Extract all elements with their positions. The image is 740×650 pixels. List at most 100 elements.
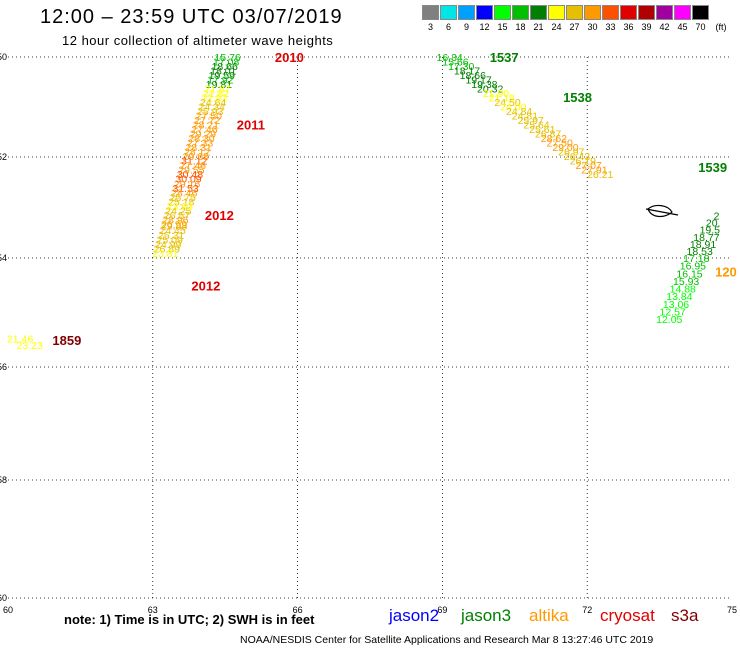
wave-height-value: 27.50	[547, 138, 573, 150]
wave-height-value: 24.45	[159, 225, 185, 237]
wave-height-value: 17.08	[213, 57, 239, 69]
wave-height-value: 25.09	[157, 234, 183, 246]
wave-height-value: 29.29	[190, 129, 216, 141]
wave-height-value: 30.48	[177, 169, 203, 181]
track-pass-2010: 15.7617.0818.6618.0119.5917.9219.8121.87…	[152, 52, 241, 260]
y-tick-label: -52	[0, 152, 7, 162]
track-pass-label: 2012	[205, 208, 234, 223]
legend-swatch	[584, 5, 601, 20]
wave-height-value: 24.81	[512, 111, 538, 123]
legend-label: 3	[427, 22, 433, 32]
grid-lines	[8, 56, 732, 599]
y-tick-label: -50	[0, 52, 7, 62]
wave-height-value: 20.	[706, 218, 721, 230]
wave-height-value: 25.31	[158, 230, 184, 242]
x-tick-label: 60	[3, 605, 13, 615]
legend-label: 18	[515, 22, 526, 32]
wave-height-value: 26.87	[535, 129, 561, 141]
legend-label: 45	[677, 22, 688, 32]
y-tick-label: -54	[0, 253, 7, 263]
wave-height-value: 24.64	[200, 97, 226, 109]
wave-height-value: 24.84	[506, 106, 532, 118]
legend-swatch	[692, 5, 709, 20]
track-pass-east: 220.19.518.7718.9118.5317.1816.9516.1515…	[656, 211, 720, 326]
satellite-label-cryosat: cryosat	[600, 606, 655, 625]
wave-height-value: 20.32	[477, 84, 503, 96]
wave-height-value: 16.15	[676, 268, 702, 280]
wave-height-value: 27.72	[194, 115, 220, 127]
wave-height-value: 15.93	[673, 276, 699, 288]
legend-unit: (ft)	[715, 22, 727, 32]
wave-height-value: 18.77	[693, 232, 719, 244]
legend-swatch	[674, 5, 691, 20]
wave-height-value: 21.46	[7, 334, 33, 346]
wave-height-value: 16.95	[680, 261, 706, 273]
legend-swatch	[476, 5, 493, 20]
legend-label: 24	[551, 22, 562, 32]
legend-swatch	[656, 5, 673, 20]
wave-height-value: 25.64	[523, 120, 549, 132]
wave-height-value: 21.82	[203, 88, 229, 100]
legend-label: 15	[497, 22, 508, 32]
legend-label: 6	[445, 22, 451, 32]
legend-swatch	[530, 5, 547, 20]
legend-swatch	[440, 5, 457, 20]
legend-swatch	[602, 5, 619, 20]
wave-height-value: 27.07	[576, 160, 602, 172]
wave-height-value: 22.82	[201, 93, 227, 105]
wave-height-value: 28.46	[171, 187, 197, 199]
legend-label: 70	[695, 22, 706, 32]
legend-swatch	[422, 5, 439, 20]
legend-swatch	[620, 5, 637, 20]
wave-height-value: 30.09	[175, 174, 201, 186]
wave-height-value: 29.88	[161, 221, 187, 233]
wave-height-value: 17.30	[448, 61, 474, 73]
wave-height-value: 23.23	[17, 340, 43, 352]
wave-height-value: 21.87	[204, 84, 230, 96]
wave-height-value: 29.55	[178, 165, 204, 177]
track-pass-label: 2010	[275, 50, 304, 65]
wave-height-value: 31.12	[181, 156, 207, 168]
y-tick-label: -58	[0, 475, 7, 485]
wave-height-value: 27.46	[191, 124, 217, 136]
track-pass-label: 1539	[698, 160, 727, 175]
wave-height-value: 15.66	[442, 57, 468, 69]
wave-height-value: 28.96	[162, 215, 188, 227]
wave-height-value: 18.01	[210, 66, 236, 78]
wave-height-value: 17.92	[207, 75, 233, 87]
wave-height-value: 19.38	[471, 79, 497, 91]
wave-height-value: 24.34	[199, 102, 225, 114]
wave-height-value: 23.81	[152, 248, 178, 260]
wave-height-value: 23.93	[167, 201, 193, 213]
wave-height-value: 27.50	[196, 111, 222, 123]
legend-label: 36	[623, 22, 634, 32]
satellite-label-jason3: jason3	[461, 606, 512, 625]
wave-height-value: 28.30	[188, 133, 214, 145]
satellite-label-altika: altika	[529, 606, 569, 625]
legend-swatch	[458, 5, 475, 20]
legend-swatch	[494, 5, 511, 20]
satellite-label-s3a: s3a	[671, 606, 699, 625]
legend-label: 33	[605, 22, 616, 32]
wave-height-value: 28.62	[541, 133, 567, 145]
x-tick-label: 75	[727, 605, 737, 615]
wave-height-value: 26.21	[587, 169, 613, 181]
wave-height-value: 2	[714, 211, 720, 223]
wave-height-value: 25.18	[168, 196, 194, 208]
x-tick-label: 69	[437, 605, 447, 615]
wave-height-value: 19.81	[206, 79, 232, 91]
legend-swatch	[638, 5, 655, 20]
wave-height-value: 18.91	[690, 239, 716, 251]
track-labels: 2010 2011 2012 2012 1859 1537 1538 1539 120	[52, 50, 736, 348]
legend-swatch	[512, 5, 529, 20]
legend-label: 9	[463, 22, 469, 32]
wave-height-value: 26.59	[161, 219, 187, 231]
wave-height-value: 18.17	[454, 66, 480, 78]
credit-line: NOAA/NESDIS Center for Satellite Applica…	[240, 634, 654, 646]
page-subtitle: 12 hour collection of altimeter wave hei…	[62, 33, 334, 48]
satellite-label-jason2: jason2	[389, 606, 440, 625]
track-pass-label: 2012	[191, 278, 220, 293]
wave-height-value: 16.34	[436, 52, 462, 64]
